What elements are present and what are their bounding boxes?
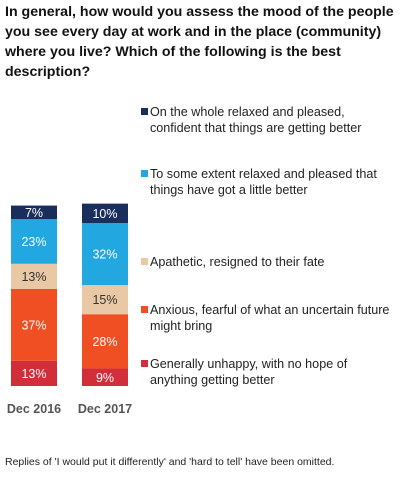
bar-segment-anxious-2	[82, 314, 128, 369]
value-label-unhappy-2: 9%	[96, 371, 114, 385]
value-label-somewhat-relaxed-1: 23%	[21, 235, 46, 249]
bar-segment-apathetic-2	[82, 285, 128, 315]
bar-segment-relaxed-confident-2	[82, 203, 128, 224]
footnote: Replies of 'I would put it differently' …	[5, 456, 335, 468]
value-label-relaxed-confident-1: 7%	[25, 206, 43, 220]
legend-item-somewhat-relaxed: To some extent relaxed and pleased that …	[141, 166, 395, 198]
category-label-2: Dec 2017	[78, 402, 132, 416]
legend-label-relaxed-confident: On the whole relaxed and pleased, confid…	[150, 105, 362, 135]
bar-segment-unhappy-1	[11, 360, 57, 386]
legend-swatch-unhappy	[141, 360, 148, 367]
legend-swatch-anxious	[141, 306, 148, 313]
legend-swatch-apathetic	[141, 258, 148, 265]
legend-item-anxious: Anxious, fearful of what an uncertain fu…	[141, 302, 395, 334]
legend-label-apathetic: Apathetic, resigned to their fate	[150, 255, 325, 269]
bar-segment-somewhat-relaxed-2	[82, 223, 128, 286]
bar-segment-unhappy-2	[82, 368, 128, 386]
legend-swatch-somewhat-relaxed	[141, 170, 148, 177]
bar-segment-apathetic-1	[11, 263, 57, 289]
category-label-1: Dec 2016	[7, 402, 61, 416]
legend-item-apathetic: Apathetic, resigned to their fate	[141, 254, 395, 270]
legend-swatch-relaxed-confident	[141, 108, 148, 115]
legend-label-unhappy: Generally unhappy, with no hope of anyth…	[150, 357, 348, 387]
legend-item-relaxed-confident: On the whole relaxed and pleased, confid…	[141, 104, 395, 136]
value-label-relaxed-confident-2: 10%	[92, 207, 117, 221]
value-label-anxious-2: 28%	[92, 335, 117, 349]
chart-title: In general, how would you assess the moo…	[5, 4, 394, 80]
bar-segment-anxious-1	[11, 289, 57, 361]
legend-item-unhappy: Generally unhappy, with no hope of anyth…	[141, 356, 395, 388]
legend-label-somewhat-relaxed: To some extent relaxed and pleased that …	[150, 167, 377, 197]
legend-label-anxious: Anxious, fearful of what an uncertain fu…	[150, 303, 390, 333]
bar-segment-somewhat-relaxed-1	[11, 219, 57, 264]
value-label-unhappy-1: 13%	[21, 367, 46, 381]
value-label-apathetic-1: 13%	[21, 270, 46, 284]
value-label-anxious-1: 37%	[21, 318, 46, 332]
value-label-somewhat-relaxed-2: 32%	[92, 248, 117, 262]
value-label-apathetic-2: 15%	[92, 293, 117, 307]
bar-segment-relaxed-confident-1	[11, 205, 57, 220]
